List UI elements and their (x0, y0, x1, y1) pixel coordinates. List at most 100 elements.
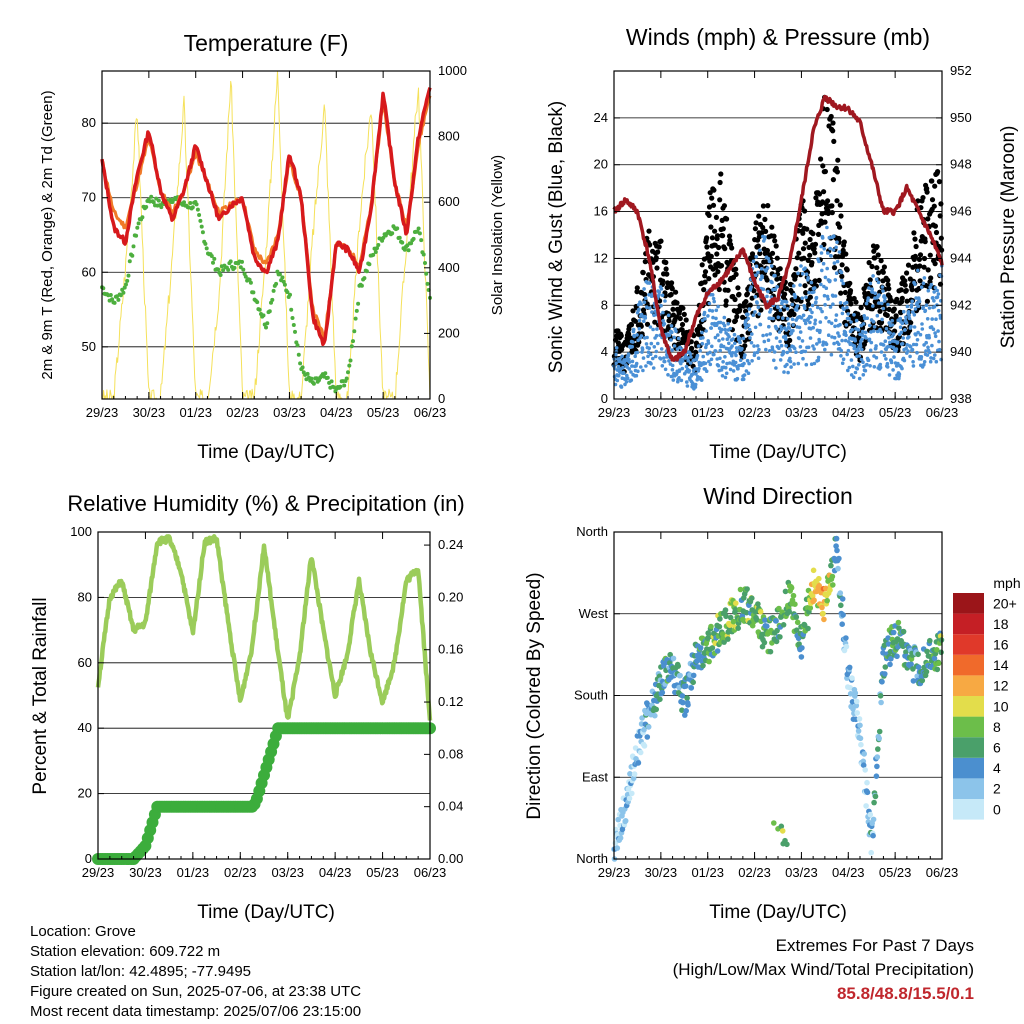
wind-point (751, 313, 756, 318)
gust-point (782, 291, 788, 297)
gust-point (924, 298, 931, 304)
gust-point (912, 253, 919, 259)
dewpoint-point (251, 290, 256, 295)
wind-point (781, 349, 786, 354)
gust-point (829, 203, 835, 209)
wind-point (926, 345, 930, 350)
direction-point (771, 820, 777, 826)
direction-point (652, 712, 658, 719)
direction-xlabel: Time (Day/UTC) (709, 902, 847, 923)
gust-point (783, 286, 790, 292)
wind-point (615, 378, 620, 383)
wind-point (716, 363, 721, 368)
dewpoint-point (289, 307, 294, 312)
humidity-xtick-label: 06/23 (414, 865, 447, 880)
wind-point (686, 358, 690, 363)
gust-point (683, 317, 689, 323)
wind-point (777, 330, 782, 334)
winds-xtick-label: 04/23 (832, 405, 865, 420)
wind-point (614, 346, 619, 350)
gust-point (830, 120, 836, 126)
wind-point (715, 357, 719, 361)
wind-point (674, 329, 678, 334)
gust-point (630, 308, 636, 314)
gust-point (929, 178, 935, 184)
direction-point (784, 841, 790, 848)
wind-point (925, 317, 930, 321)
wind-point (843, 338, 848, 343)
wind-point (632, 334, 637, 339)
gust-point (664, 271, 670, 277)
wind-point (820, 309, 824, 314)
humidity-ytick-label: 0 (85, 851, 92, 866)
gust-point (796, 250, 802, 256)
gust-point (708, 224, 714, 230)
gust-point (656, 244, 662, 250)
wind-point (747, 327, 752, 332)
wind-point (652, 345, 657, 349)
gust-point (793, 266, 799, 272)
wind-point (871, 274, 875, 278)
dewpoint-point (296, 352, 301, 357)
wind-point (825, 225, 829, 230)
legend-label: 4 (993, 760, 1001, 776)
wind-point (878, 365, 883, 370)
wind-point (922, 360, 927, 364)
wind-point (784, 343, 788, 348)
gust-point (702, 273, 708, 279)
dewpoint-point (197, 213, 202, 217)
dewpoint-point (221, 268, 226, 273)
gust-point (715, 269, 721, 275)
wind-point (746, 371, 751, 376)
dewpoint-point (211, 260, 215, 265)
wind-point (851, 364, 855, 369)
wind-point (741, 336, 746, 341)
wind-point (923, 308, 928, 313)
wind-point (834, 271, 839, 276)
wind-point (661, 310, 665, 315)
wind-point (871, 319, 876, 324)
wind-point (824, 286, 829, 291)
wind-point (883, 296, 887, 300)
wind-point (642, 300, 647, 305)
wind-point (775, 327, 779, 331)
wind-point (833, 278, 838, 282)
wind-point (853, 338, 857, 343)
wind-point (721, 360, 725, 364)
wind-point (754, 264, 759, 269)
wind-point (768, 316, 773, 321)
wind-point (627, 367, 631, 371)
wind-point (657, 290, 662, 294)
gust-point (644, 321, 651, 327)
gust-point (758, 307, 764, 313)
wind-point (851, 375, 856, 380)
wind-point (812, 286, 817, 290)
direction-point (641, 743, 648, 749)
dewpoint-point (282, 282, 287, 287)
wind-point (880, 317, 884, 322)
direction-xtick-label: 30/23 (645, 865, 678, 880)
winds-ytick-right-label: 946 (950, 204, 972, 219)
direction-point (716, 623, 723, 630)
wind-point (818, 307, 823, 311)
gust-point (774, 276, 780, 282)
wind-point (736, 366, 740, 371)
wind-point (647, 281, 652, 285)
direction-point (657, 696, 663, 703)
wind-point (849, 358, 854, 362)
dewpoint-point (397, 235, 402, 240)
wind-point (763, 235, 767, 239)
wind-point (624, 380, 629, 384)
gust-point (663, 266, 669, 272)
legend-swatch (953, 737, 984, 758)
wind-point (852, 346, 857, 351)
gust-point (903, 287, 909, 294)
wind-point (765, 294, 769, 299)
wind-point (749, 340, 754, 345)
gust-point (858, 305, 864, 311)
wind-point (849, 320, 853, 324)
gust-point (829, 210, 835, 216)
dewpoint-point (300, 365, 305, 370)
wind-point (654, 349, 659, 354)
direction-point (706, 658, 712, 665)
